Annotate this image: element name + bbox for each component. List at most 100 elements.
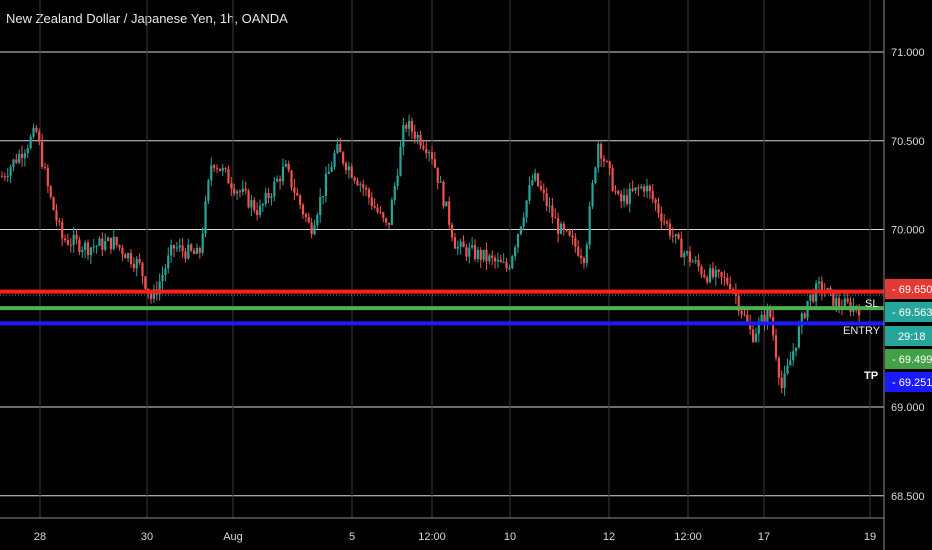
candle-body [720, 272, 723, 277]
candle-body [121, 247, 124, 255]
candle-body [86, 242, 90, 256]
x-tick-label: 5 [349, 531, 355, 543]
candle-body [459, 241, 462, 247]
candle-body [301, 204, 305, 215]
candle-body [75, 234, 78, 240]
candle-body [665, 221, 669, 224]
candle-body [118, 244, 121, 248]
y-tick-label: 70.500 [891, 136, 925, 148]
candle-body [267, 192, 270, 199]
candle-body [175, 247, 178, 249]
candle-body [645, 185, 649, 192]
candle-body [740, 310, 743, 315]
candle-body [138, 259, 141, 263]
candle-body [78, 239, 81, 252]
candle-body [617, 190, 620, 194]
candle-body [671, 235, 674, 237]
candle-body [58, 220, 61, 222]
candle-body [703, 274, 706, 278]
candle-body [327, 171, 330, 174]
tp-price-tag [885, 349, 932, 369]
candle-body [23, 153, 27, 159]
candle-body [714, 269, 717, 278]
candle-body [204, 201, 207, 234]
candle-body [407, 120, 411, 129]
candle-body [723, 276, 726, 278]
candle-body [631, 188, 634, 191]
candle-body [651, 191, 654, 200]
candle-body [663, 221, 666, 223]
candle-body [620, 193, 623, 202]
candle-body [287, 163, 290, 171]
candle-body [571, 235, 574, 238]
candle-body [812, 294, 815, 302]
candle-body [187, 244, 190, 259]
candle-body [674, 234, 677, 237]
candle-body [61, 221, 64, 239]
candle-body [129, 253, 133, 264]
candle-body [339, 143, 342, 153]
candle-body [436, 167, 439, 183]
candle-body [241, 188, 244, 192]
candle-body [591, 182, 594, 207]
entry-price-tag [885, 302, 932, 322]
candle-body [38, 131, 41, 142]
candle-body [247, 190, 250, 208]
candle-body [643, 186, 646, 192]
candle-body [743, 314, 746, 316]
candle-body [63, 238, 67, 241]
candle-body [221, 167, 224, 171]
sl-price-tag [885, 279, 932, 299]
candle-body [448, 201, 451, 225]
candle-body [829, 288, 832, 290]
candle-body [577, 246, 580, 256]
candle-body [356, 180, 359, 186]
candle-body [428, 152, 431, 154]
candle-body [284, 163, 287, 167]
candle-body [780, 377, 783, 389]
x-tick-label: 12 [603, 531, 615, 543]
candle-body [373, 205, 376, 208]
candle-body [276, 178, 279, 182]
candle-body [132, 263, 135, 269]
candle-body [235, 191, 239, 194]
candle-body [597, 143, 600, 168]
candle-body [72, 234, 75, 246]
candle-body [213, 165, 216, 168]
candle-body [433, 159, 436, 168]
candle-body [190, 244, 193, 251]
countdown-tag [885, 326, 932, 346]
candle-body [410, 120, 414, 132]
candle-body [135, 259, 138, 269]
candle-body [158, 281, 161, 295]
candle-body [385, 218, 388, 223]
candle-body [215, 167, 219, 169]
candle-body [462, 241, 465, 248]
candle-body [430, 152, 434, 160]
candle-body [258, 205, 262, 216]
candle-body [304, 214, 307, 218]
candle-body [399, 147, 402, 176]
candle-body [149, 293, 153, 299]
candle-body [3, 176, 6, 178]
x-tick-label: 19 [864, 531, 876, 543]
candle-body [32, 127, 35, 137]
candle-body [789, 360, 792, 366]
candle-body [783, 373, 786, 389]
candle-body [800, 313, 803, 327]
candle-body [751, 329, 755, 342]
candle-body [594, 167, 597, 183]
candle-body [178, 245, 181, 248]
candle-body [688, 251, 692, 262]
candle-body [511, 256, 514, 269]
candle-body [611, 168, 614, 191]
candle-body [353, 177, 356, 181]
candle-body [660, 213, 663, 222]
candle-body [299, 195, 302, 205]
candle-body [347, 166, 350, 171]
candle-body [290, 170, 293, 188]
candle-body [141, 262, 144, 277]
candle-body [405, 124, 408, 129]
candle-body [769, 306, 772, 318]
candle-body [585, 244, 588, 264]
